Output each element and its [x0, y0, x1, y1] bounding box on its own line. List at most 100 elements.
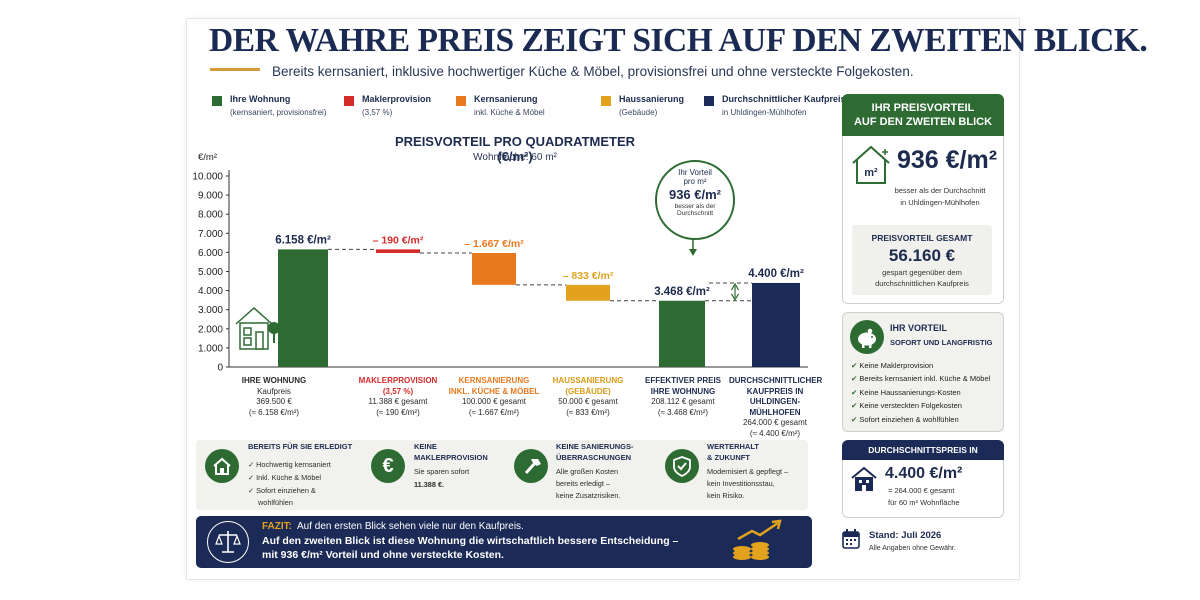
- feature-bullet-text: Inkl. Küche & Möbel: [256, 473, 322, 482]
- category-line: 50.000 € gesamt: [558, 397, 618, 406]
- bar-value-label: 3.468 €/m²: [654, 286, 710, 298]
- category-label-wohnung: IHRE WOHNUNG Kaufpreis 369.500 € (≈ 6.15…: [224, 376, 324, 418]
- langfristig-item: ✔ Sofort einziehen & wohlfühlen: [851, 415, 959, 424]
- bar-effektiv: [659, 300, 705, 367]
- category-label-kern: KERNSANIERUNG INKL. KÜCHE & MÖBEL 100.00…: [444, 376, 544, 418]
- preisvorteil-note: in Uhldingen-Mühlhofen: [900, 198, 980, 207]
- category-line: 369.500 €: [256, 397, 292, 406]
- fazit-line3: mit 936 €/m² Vorteil und ohne versteckte…: [262, 549, 504, 561]
- icon-label: m²: [864, 167, 878, 179]
- category-label-durchschnitt: DURCHSCHNITTLICHER KAUFPREIS IN UHLDINGE…: [729, 376, 823, 439]
- bar-value-label: 6.158 €/m²: [275, 234, 331, 246]
- gesamt-note: gespart gegenüber dem: [882, 268, 962, 277]
- langfristig-title: IHR VORTEIL: [890, 323, 948, 333]
- category-name: HAUSSANIERUNG: [552, 376, 624, 385]
- legend-swatch: [601, 96, 611, 106]
- langfristig-item-text: Keine Haussanierungs-Kosten: [859, 388, 961, 397]
- category-name: DURCHSCHNITTLICHER KAUFPREIS IN UHLDINGE…: [729, 376, 823, 417]
- durchschnitt-note: = 264.000 € gesamt: [888, 486, 955, 495]
- gesamt-box: PREISVORTEIL GESAMT 56.160 € gespart geg…: [852, 225, 992, 295]
- house-icon: [205, 449, 239, 483]
- y-tick-label: 1.000: [198, 343, 223, 354]
- bar-makler: [376, 249, 420, 254]
- langfristig-subtitle: SOFORT UND LANGFRISTIG: [890, 338, 993, 347]
- bar-durchschnitt: [752, 282, 800, 367]
- feature-bullet-text: Sofort einziehen &: [256, 486, 316, 495]
- bar-value-label: – 190 €/m²: [373, 234, 424, 246]
- preisvorteil-header: IHR PREISVORTEIL AUF DEN ZWEITEN BLICK: [842, 94, 1004, 136]
- bar-value-label: 4.400 €/m²: [748, 268, 804, 280]
- bubble-pointer-head: [689, 249, 697, 256]
- piggy-bank-icon: [850, 320, 884, 354]
- scales-icon: [207, 521, 249, 563]
- house-m2-icon: m²: [852, 145, 890, 184]
- gesamt-label: PREISVORTEIL GESAMT: [871, 233, 973, 243]
- page-title: DER WAHRE PREIS ZEIGT SICH AUF DEN ZWEIT…: [209, 22, 1148, 59]
- category-name: IHRE WOHNUNG: [241, 376, 307, 385]
- category-line: 264.000 € gesamt: [742, 418, 808, 427]
- bar-wohnung: [278, 249, 328, 367]
- feature-text: keine Zusatzrisiken.: [556, 491, 621, 500]
- y-tick-label: 7.000: [198, 229, 223, 240]
- legend-swatch: [344, 96, 354, 106]
- category-name: KERNSANIERUNG: [458, 376, 530, 385]
- category-line: (≈ 1.667 €/m²): [468, 407, 520, 417]
- bubble-line: Durchschnitt: [676, 210, 714, 217]
- header-line: IHR PREISVORTEIL: [871, 102, 975, 114]
- feature-text: Alle großen Kosten: [556, 467, 619, 476]
- category-label-makler: MAKLERPROVISION (3,57 %) 11.388 € gesamt…: [348, 376, 448, 418]
- legend-name: Maklerprovision: [362, 94, 432, 104]
- category-line: 208.112 € gesamt: [651, 397, 715, 406]
- y-tick-label: 3.000: [198, 305, 223, 316]
- category-line: (≈ 190 €/m²): [376, 407, 420, 417]
- legend-note: (Gebäude): [619, 108, 658, 117]
- category-sub: (GEBÄUDE): [565, 386, 611, 396]
- euro-icon: €: [371, 449, 405, 483]
- coins-growth-icon: [733, 519, 782, 560]
- y-tick-label: 8.000: [198, 210, 223, 221]
- title-accent-rule: [210, 68, 260, 71]
- langfristig-item: ✔ Keine Maklerprovision: [851, 361, 934, 370]
- gesamt-value: 56.160 €: [888, 246, 956, 265]
- chart-title: PREISVORTEIL PRO QUADRATMETER (€/m²): [394, 134, 636, 164]
- category-line: (≈ 833 €/m²): [566, 407, 610, 417]
- calendar-icon: [842, 529, 860, 549]
- bar-kern: [472, 253, 516, 285]
- category-label-haus: HAUSSANIERUNG (GEBÄUDE) 50.000 € gesamt …: [538, 376, 638, 418]
- legend-name: Durchschnittlicher Kaufpreis: [722, 94, 846, 104]
- y-tick-label: 9.000: [198, 191, 223, 202]
- shield-icon: [665, 449, 699, 483]
- feature-title: MAKLERPROVISION: [414, 453, 488, 462]
- bar-value-label: – 1.667 €/m²: [464, 238, 524, 250]
- building-icon: [851, 466, 877, 491]
- tree-icon: [268, 322, 280, 343]
- bubble-line: Ihr Vorteil: [678, 168, 712, 177]
- category-line: (≈ 3.468 €/m²): [657, 407, 709, 417]
- fazit-text: Auf den ersten Blick sehen viele nur den…: [297, 521, 524, 532]
- category-line: (≈ 4.400 €/m²): [749, 428, 801, 438]
- bubble-line: besser als der: [674, 203, 716, 210]
- category-name: MAKLERPROVISION: [358, 376, 438, 385]
- category-sub: (3,57 %): [382, 386, 414, 396]
- hammer-icon: [514, 449, 548, 483]
- feature-title: & ZUKUNFT: [707, 453, 750, 462]
- fazit-label: FAZIT:: [262, 521, 292, 532]
- fazit-line1: FAZIT: Auf den ersten Blick sehen viele …: [262, 521, 524, 532]
- langfristig-item-text: Sofort einziehen & wohlfühlen: [859, 415, 959, 424]
- durchschnitt-header: DURCHSCHNITTSPREIS IN UHLDINGEN: [842, 440, 1004, 475]
- category-sub: IHRE WOHNUNG: [650, 386, 716, 396]
- fazit-line2: Auf den zweiten Blick ist diese Wohnung …: [262, 535, 679, 547]
- langfristig-item-text: Keine versteckten Folgekosten: [859, 401, 962, 410]
- y-tick-label: 10.000: [192, 172, 223, 183]
- feature-text: kein Investitionsstau,: [707, 479, 775, 488]
- gesamt-note: durchschnittlichen Kaufpreis: [875, 279, 969, 288]
- category-name: EFFEKTIVER PREIS: [644, 376, 721, 385]
- stand-label: Stand: Juli 2026: [869, 530, 942, 541]
- langfristig-item: ✔ Keine Haussanierungs-Kosten: [851, 388, 961, 397]
- difference-arrow-head-up: [730, 282, 740, 291]
- langfristig-item-text: Keine Maklerprovision: [859, 361, 934, 370]
- fazit-banner: [196, 516, 812, 568]
- langfristig-item: ✔ Keine versteckten Folgekosten: [851, 401, 962, 410]
- house-outline-icon: [235, 306, 273, 350]
